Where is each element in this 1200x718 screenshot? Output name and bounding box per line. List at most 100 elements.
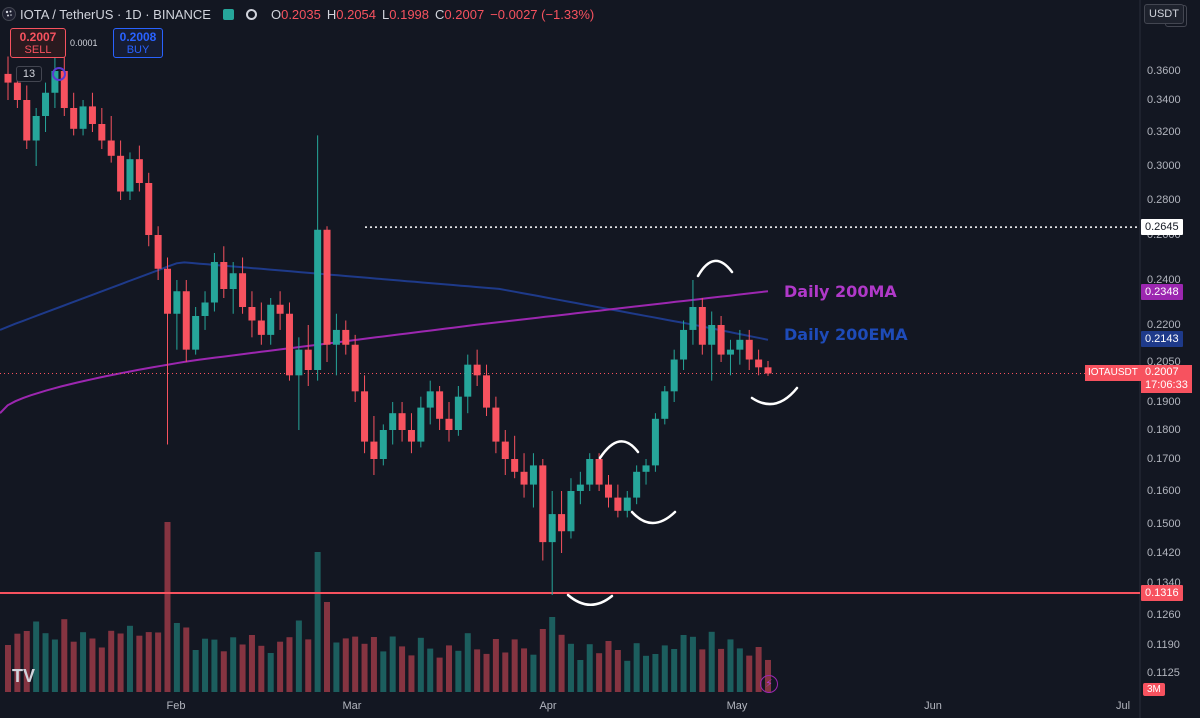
high-value: 0.2054 (336, 6, 377, 22)
close-label: C (435, 6, 445, 22)
candle-body (698, 307, 706, 345)
candle-body (520, 471, 528, 485)
volume-bar (61, 619, 68, 692)
volume-bar (342, 638, 349, 692)
lightning-icon[interactable]: ⚡ (760, 675, 778, 693)
candle-body (717, 325, 725, 355)
candle-body (689, 307, 697, 330)
volume-bar (70, 641, 77, 692)
volume-bar (718, 648, 725, 692)
open-value: 0.2035 (281, 6, 321, 22)
drawing-arc (696, 259, 734, 278)
candle-body (42, 92, 50, 116)
candle-body (107, 140, 115, 156)
drawing-arc (630, 510, 677, 525)
price-axis-tick: 0.1800 (1147, 424, 1181, 436)
volume-bar (492, 639, 499, 692)
candle-body (680, 329, 688, 360)
iota-logo-icon (2, 7, 16, 21)
candle-body (229, 273, 237, 289)
price-axis-tick: 0.3400 (1147, 94, 1181, 106)
volume-bar (239, 644, 246, 692)
buy-button[interactable]: 0.2008 BUY (113, 28, 163, 58)
volume-bar (586, 644, 593, 692)
candle-body (595, 459, 603, 485)
volume-bar (89, 638, 96, 692)
volume-bar (455, 650, 462, 692)
price-axis-tick: 0.2400 (1147, 274, 1181, 286)
price-axis-tick: 0.1900 (1147, 396, 1181, 408)
volume-bar (183, 627, 190, 692)
candle-body (586, 459, 594, 485)
candle-body (304, 349, 312, 370)
volume-bar (539, 629, 546, 692)
high-label: H (326, 6, 337, 22)
candle-body (79, 106, 87, 129)
volume-bar (633, 643, 640, 692)
candle-body (192, 316, 200, 350)
timeframe-button[interactable]: 3M (1143, 683, 1165, 696)
candle-body (614, 497, 622, 511)
candle-body (398, 413, 406, 430)
date-axis-tick: Apr (539, 700, 557, 712)
symbol-title[interactable]: IOTA / TetherUS · 1D · BINANCE (20, 6, 211, 22)
candle-body (445, 418, 453, 430)
sell-button[interactable]: 0.2007 SELL (10, 28, 66, 58)
candle-body (117, 155, 125, 192)
volume-bar (727, 639, 734, 692)
candle-body (633, 471, 641, 498)
candle-body (248, 307, 256, 321)
candle-body (567, 491, 575, 532)
volume-bar (108, 630, 115, 692)
eye-icon[interactable] (245, 8, 257, 20)
price-axis-tick: 0.1260 (1147, 609, 1181, 621)
volume-bar (521, 648, 528, 692)
candle-body (173, 291, 181, 314)
volume-bar (42, 633, 49, 692)
volume-bar (643, 655, 650, 692)
sell-price: 0.2007 (19, 30, 57, 44)
candle-body (164, 268, 172, 314)
close-value: 0.2007 (444, 6, 485, 22)
candle-body (539, 465, 547, 543)
candle-body (511, 459, 519, 472)
volume-bar (464, 633, 471, 692)
volume-bar (736, 648, 743, 692)
volume-bar (530, 654, 537, 692)
candle-body (436, 391, 444, 419)
candle-body (651, 418, 659, 466)
volume-bar (558, 634, 565, 692)
market-status-icon[interactable] (222, 8, 234, 20)
volume-bar (155, 632, 162, 692)
volume-bar (5, 645, 11, 692)
price-axis-tick: 0.2200 (1147, 319, 1181, 331)
candle-body (454, 396, 462, 430)
candle-body (379, 430, 387, 459)
candle-body (126, 159, 134, 192)
last-price: 0.2007 (1145, 366, 1179, 379)
volume-bar (445, 645, 452, 692)
volume-bar (680, 635, 687, 692)
volume-bar (211, 639, 218, 692)
volume-bar (23, 631, 30, 692)
price-axis-tick: 0.1600 (1147, 485, 1181, 497)
candle-body (4, 73, 12, 83)
volume-bar (577, 660, 584, 692)
price-tag-high-level: 0.2645 (1141, 219, 1183, 236)
volume-bar (699, 649, 706, 692)
change-value: −0.0027 (−1.33%) (490, 6, 595, 22)
indicator-dot-icon (52, 67, 66, 81)
price-axis-tick: 0.3200 (1147, 126, 1181, 138)
volume-bar (267, 653, 274, 692)
volume-bar (614, 650, 621, 692)
candle-body (98, 124, 106, 141)
indicators-toggle[interactable]: 13 (16, 66, 42, 82)
volume-bar (474, 649, 481, 692)
volume-bar (502, 652, 509, 692)
candle-body (267, 304, 275, 335)
volume-bar (483, 653, 490, 692)
candle-body (623, 497, 631, 511)
currency-select[interactable]: USDT (1144, 4, 1184, 24)
